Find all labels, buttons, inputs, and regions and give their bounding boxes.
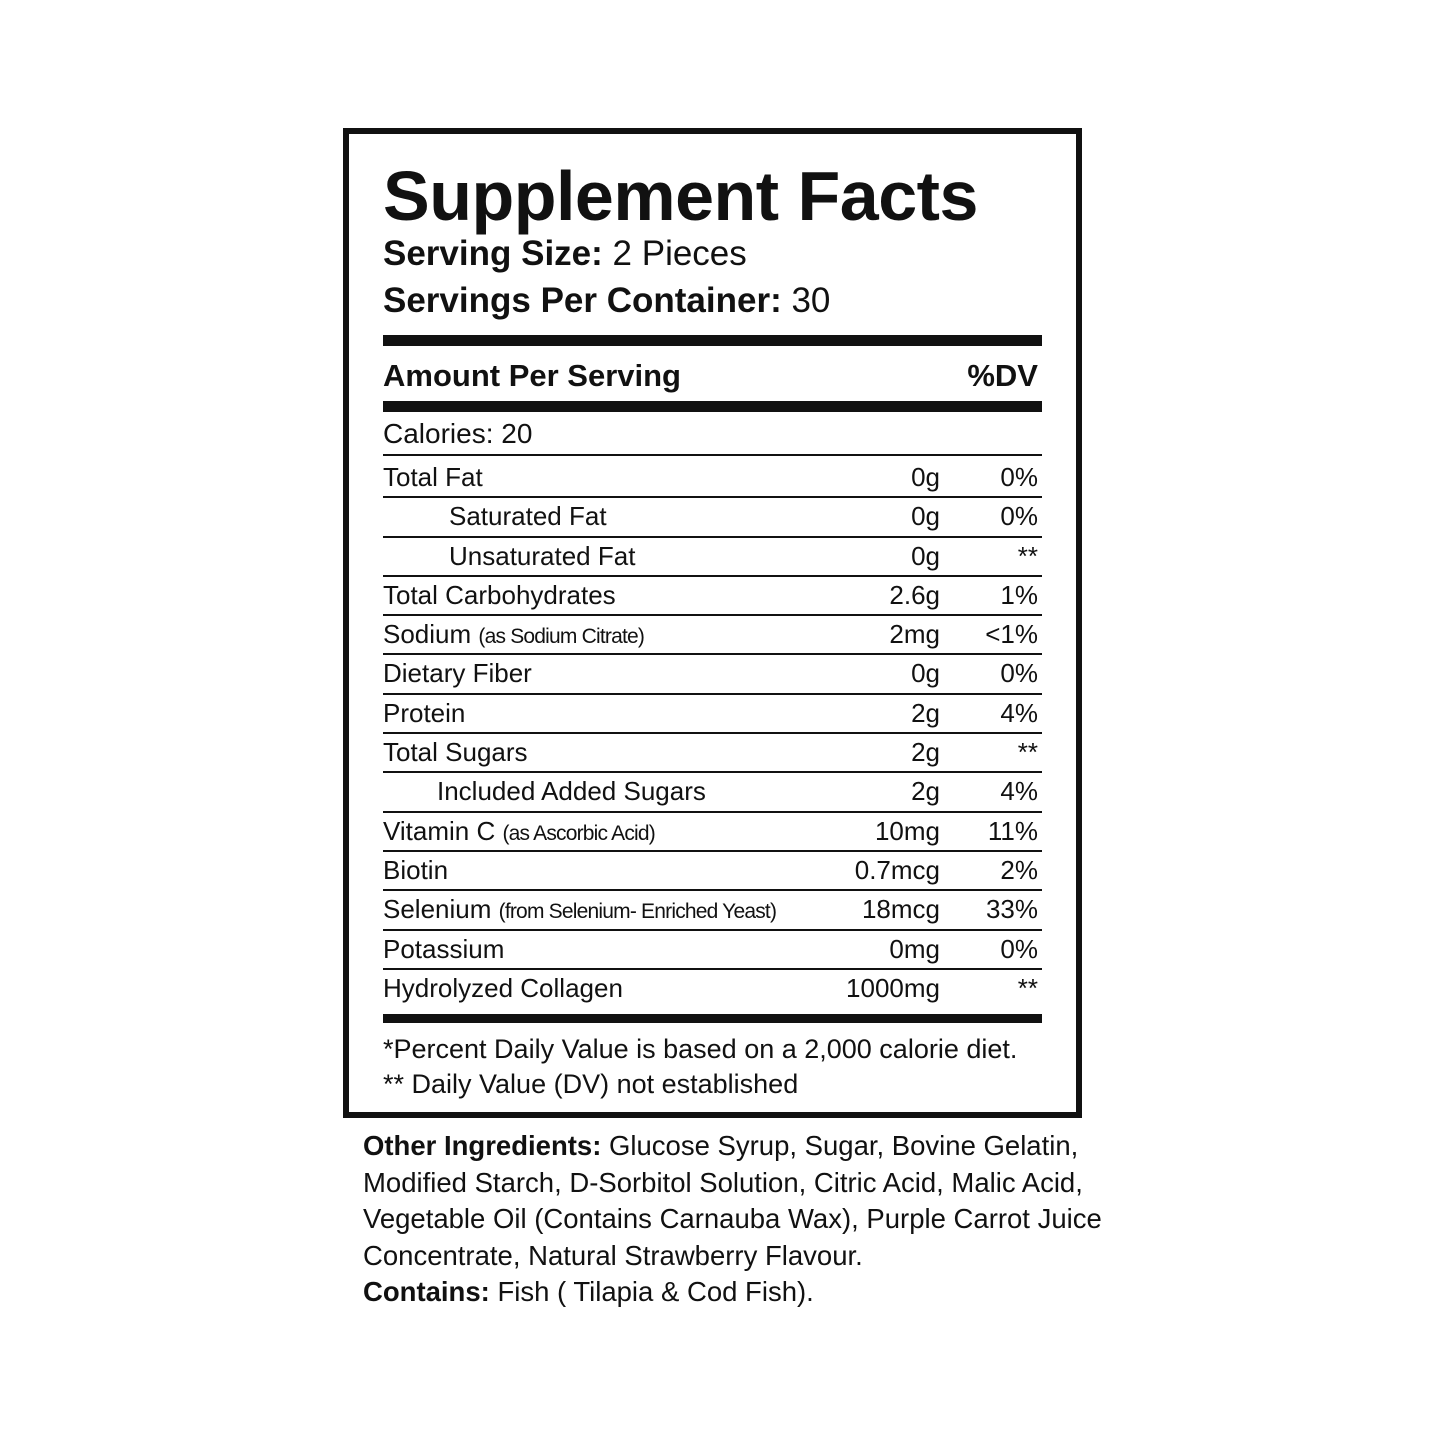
nutrient-amount: 2g: [911, 697, 940, 728]
text: Fish ( Tilapia & Cod Fish).: [497, 1276, 814, 1308]
value: 30: [791, 281, 831, 320]
facts-panel: Supplement Facts Serving Size: 2 Pieces …: [343, 128, 1082, 1118]
nutrient-amount: 2mg: [889, 619, 940, 650]
nutrient-dv: 2%: [1000, 854, 1038, 885]
nutrient-row: Saturated Fat 0g 0%: [383, 498, 1042, 538]
nutrient-amount: 0g: [911, 501, 940, 532]
nutrient-dv: 11%: [987, 815, 1038, 846]
nutrient-row: Total Sugars 2g **: [383, 734, 1042, 774]
nutrient-note: (as Sodium Citrate): [478, 625, 645, 649]
nutrient-dv: **: [1017, 540, 1038, 571]
nutrient-amount: 18mcg: [861, 894, 940, 925]
nutrient-dv: 0%: [1000, 933, 1038, 964]
nutrient-list: Total Fat 0g 0% Saturated Fat 0g 0% Unsaturate…: [383, 459, 1042, 1007]
text: Glucose Syrup, Sugar, Bovine Gelatin, Mo…: [363, 1130, 1102, 1271]
servings-per-container: Servings Per Container: 30: [383, 281, 830, 321]
nutrient-row: Hydrolyzed Collagen 1000mg **: [383, 970, 1042, 1007]
nutrient-amount: 10mg: [874, 815, 940, 846]
nutrient-amount: 2g: [911, 737, 940, 768]
nutrient-dv: 4%: [1000, 776, 1038, 807]
ingredients: Other Ingredients: Glucose Syrup, Sugar,…: [363, 1128, 1103, 1311]
footnote: *Percent Daily Value is based on a 2,000…: [383, 1034, 1018, 1064]
title: Supplement Facts: [383, 157, 978, 235]
nutrient-note: (as Ascorbic Acid): [502, 821, 655, 845]
nutrient-row: Total Fat 0g 0%: [383, 459, 1042, 499]
nutrient-dv: 0%: [1000, 501, 1038, 532]
nutrient-amount: 0g: [911, 540, 940, 571]
divider: [383, 335, 1042, 346]
nutrient-name: Potassium: [383, 933, 505, 964]
nutrient-name: Hydrolyzed Collagen: [383, 972, 623, 1003]
nutrient-amount: 0g: [911, 462, 940, 492]
nutrient-row: Sodium (as Sodium Citrate) 2mg <1%: [383, 616, 1042, 656]
nutrient-row: Protein 2g 4%: [383, 695, 1042, 735]
nutrient-name: Included Added Sugars: [437, 776, 706, 807]
nutrient-name: Total Fat: [383, 462, 483, 492]
nutrient-row: Unsaturated Fat 0g **: [383, 538, 1042, 577]
nutrient-row: Selenium (from Selenium- Enriched Yeast)…: [383, 891, 1042, 931]
nutrient-row: Vitamin C (as Ascorbic Acid) 10mg 11%: [383, 813, 1042, 852]
nutrient-name: Vitamin C: [383, 815, 496, 846]
nutrient-name: Biotin: [383, 854, 449, 885]
nutrient-name: Total Sugars: [383, 737, 528, 768]
nutrient-dv: **: [1017, 972, 1038, 1003]
nutrient-dv: 4%: [1000, 697, 1038, 728]
nutrient-amount: 1000mg: [846, 972, 940, 1003]
nutrient-dv: 1%: [1000, 579, 1038, 610]
nutrient-dv: 33%: [985, 894, 1038, 925]
divider: [383, 1014, 1042, 1023]
serving-size: Serving Size: 2 Pieces: [383, 234, 747, 274]
nutrient-amount: 0g: [911, 658, 940, 689]
nutrient-dv: **: [1017, 737, 1038, 768]
nutrient-name: Total Carbohydrates: [383, 579, 616, 610]
nutrient-row: Dietary Fiber 0g 0%: [383, 655, 1042, 695]
nutrient-row: Included Added Sugars 2g 4%: [383, 773, 1042, 813]
nutrient-amount: 0mg: [889, 933, 940, 964]
value: 2 Pieces: [612, 234, 747, 273]
amount-header: Amount Per Serving: [383, 358, 681, 393]
nutrient-name: Selenium: [383, 894, 492, 925]
divider: [383, 401, 1042, 412]
nutrient-note: (from Selenium- Enriched Yeast): [498, 900, 777, 924]
nutrient-dv: 0%: [1000, 658, 1038, 689]
nutrient-dv: 0%: [1000, 462, 1038, 492]
label: Serving Size:: [383, 234, 603, 273]
nutrient-name: Dietary Fiber: [383, 658, 532, 689]
column-header: Amount Per Serving %DV: [383, 358, 1038, 394]
nutrient-name: Unsaturated Fat: [449, 540, 636, 571]
label: Contains:: [363, 1276, 490, 1308]
nutrient-row: Total Carbohydrates 2.6g 1%: [383, 577, 1042, 617]
nutrient-name: Protein: [383, 697, 466, 728]
label: Servings Per Container:: [383, 281, 782, 320]
footnote: ** Daily Value (DV) not established: [383, 1069, 799, 1099]
calories: Calories: 20: [383, 418, 1042, 456]
nutrient-row: Biotin 0.7mcg 2%: [383, 852, 1042, 892]
nutrient-amount: 2.6g: [889, 579, 940, 610]
nutrient-amount: 0.7mcg: [854, 854, 940, 885]
nutrient-name: Sodium: [383, 619, 472, 650]
nutrient-dv: <1%: [985, 619, 1038, 650]
nutrient-amount: 2g: [911, 776, 940, 807]
nutrient-row: Potassium 0mg 0%: [383, 931, 1042, 970]
nutrient-name: Saturated Fat: [449, 501, 607, 532]
dv-header: %DV: [967, 358, 1038, 393]
label: Other Ingredients:: [363, 1130, 602, 1161]
